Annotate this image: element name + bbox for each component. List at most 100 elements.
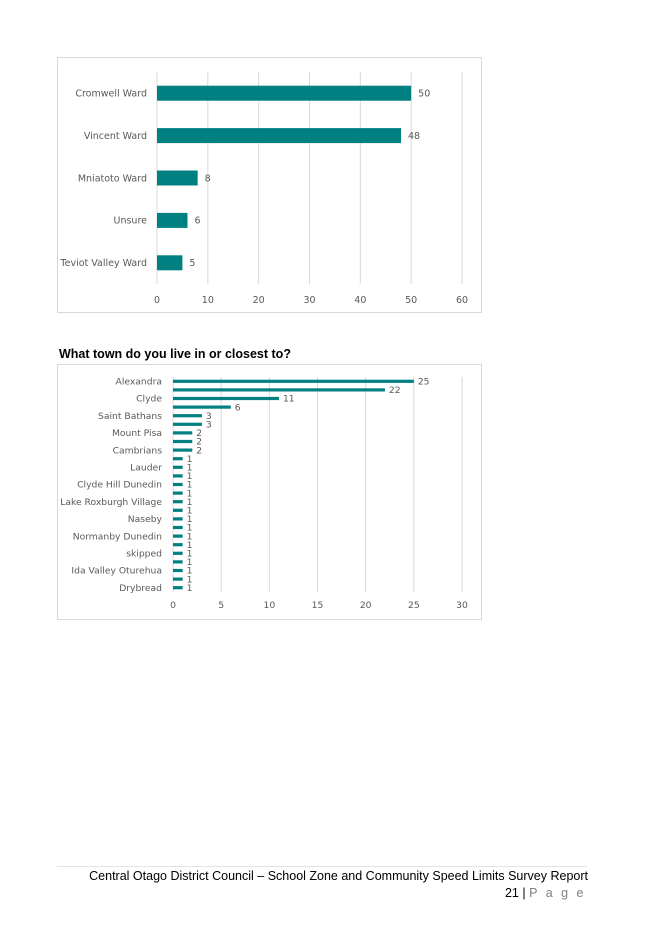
bar xyxy=(173,448,193,452)
page-number: 21 | P a g e xyxy=(0,886,586,900)
bar xyxy=(173,586,183,590)
category-label: Vincent Ward xyxy=(84,131,147,142)
data-label: 50 xyxy=(418,89,430,100)
bar xyxy=(173,457,183,461)
data-label: 2 xyxy=(196,428,202,439)
bar xyxy=(173,379,414,383)
bar xyxy=(157,255,183,271)
category-label: Clyde xyxy=(136,394,162,405)
data-label: 1 xyxy=(187,531,193,542)
category-label: Lake Roxburgh Village xyxy=(60,497,162,508)
data-label: 48 xyxy=(408,131,420,142)
data-label: 11 xyxy=(283,394,295,405)
bar xyxy=(173,543,183,547)
bar xyxy=(173,388,385,392)
category-label: Teviot Valley Ward xyxy=(59,258,147,269)
data-label: 1 xyxy=(187,454,193,465)
data-label: 3 xyxy=(206,411,212,422)
bar xyxy=(173,474,183,478)
x-tick-label: 0 xyxy=(170,600,176,611)
x-tick-label: 20 xyxy=(360,600,372,611)
footer-divider xyxy=(57,866,587,867)
category-label: Lauder xyxy=(130,463,162,474)
data-label: 1 xyxy=(187,574,193,585)
bar xyxy=(173,414,202,418)
data-label: 3 xyxy=(206,420,212,431)
data-label: 2 xyxy=(196,437,202,448)
data-label: 5 xyxy=(189,258,195,269)
bar xyxy=(173,508,183,512)
bar xyxy=(173,517,183,521)
page-number-separator: | xyxy=(522,886,526,900)
category-label: Cromwell Ward xyxy=(75,89,147,100)
x-tick-label: 40 xyxy=(354,295,366,306)
data-label: 1 xyxy=(187,523,193,534)
data-label: 1 xyxy=(187,566,193,577)
category-label: Unsure xyxy=(114,216,148,227)
town-chart: 0 5 10 15 20 25 30 25 Alexandra 22 11 Clyde 6 3 Saint … xyxy=(57,364,482,620)
data-label: 1 xyxy=(187,514,193,525)
ward-chart: 0 10 20 30 40 50 60 50 Cromwell Ward 48 Vincent Wa… xyxy=(57,57,482,313)
category-label: Cambrians xyxy=(113,445,163,456)
data-label: 1 xyxy=(187,463,193,474)
data-label: 2 xyxy=(196,445,202,456)
data-label: 22 xyxy=(389,385,401,396)
page-number-value: 21 xyxy=(504,886,519,900)
x-tick-label: 30 xyxy=(456,600,468,611)
x-tick-label: 30 xyxy=(303,295,315,306)
x-tick-label: 20 xyxy=(253,295,265,306)
bar xyxy=(173,525,183,530)
bar xyxy=(157,128,401,144)
category-label: Ida Valley Oturehua xyxy=(71,566,162,577)
x-tick-label: 10 xyxy=(202,295,214,306)
x-tick-label: 5 xyxy=(218,600,224,611)
category-label: Alexandra xyxy=(116,377,162,388)
footer-report-title: Central Otago District Council – School … xyxy=(89,869,588,883)
x-tick-label: 60 xyxy=(456,295,468,306)
town-chart-title: What town do you live in or closest to? xyxy=(59,347,291,361)
x-tick-label: 25 xyxy=(408,600,420,611)
bar xyxy=(157,85,412,101)
bar xyxy=(173,465,183,469)
category-label: Normanby Dunedin xyxy=(73,531,162,542)
bar xyxy=(173,491,183,495)
bar xyxy=(173,577,183,581)
ward-chart-svg: 0 10 20 30 40 50 60 50 Cromwell Ward 48 Vincent Wa… xyxy=(59,72,468,306)
data-label: 1 xyxy=(187,497,193,508)
category-label: Mniatoto Ward xyxy=(78,173,147,184)
bar xyxy=(173,560,183,564)
category-label: Mount Pisa xyxy=(112,428,162,439)
category-label: Drybread xyxy=(119,583,162,594)
data-label: 1 xyxy=(187,557,193,568)
category-label: Clyde Hill Dunedin xyxy=(77,480,162,491)
bar xyxy=(173,534,183,538)
bar xyxy=(173,439,193,444)
data-label: 1 xyxy=(187,471,193,482)
bar xyxy=(157,212,188,228)
x-tick-label: 0 xyxy=(154,295,160,306)
data-label: 1 xyxy=(187,488,193,499)
data-label: 6 xyxy=(235,402,241,413)
data-label: 1 xyxy=(187,583,193,594)
x-tick-label: 10 xyxy=(263,600,275,611)
data-label: 8 xyxy=(205,173,211,184)
data-label: 1 xyxy=(187,506,193,517)
bar xyxy=(157,170,198,186)
page-word: P a g e xyxy=(529,886,586,900)
bar xyxy=(173,568,183,573)
bar xyxy=(173,431,193,435)
data-label: 1 xyxy=(187,540,193,551)
bar xyxy=(173,405,231,409)
data-label: 6 xyxy=(195,216,201,227)
x-tick-label: 50 xyxy=(405,295,417,306)
bar xyxy=(173,551,183,555)
town-chart-svg: 0 5 10 15 20 25 3025Alexandra2211Clyde63Saint … xyxy=(60,377,468,611)
bar xyxy=(173,422,202,426)
data-label: 1 xyxy=(187,549,193,560)
data-label: 1 xyxy=(187,480,193,491)
category-label: Saint Bathans xyxy=(98,411,162,422)
data-label: 25 xyxy=(418,377,430,388)
category-label: skipped xyxy=(126,549,162,560)
bar xyxy=(173,396,279,401)
bar xyxy=(173,500,183,504)
